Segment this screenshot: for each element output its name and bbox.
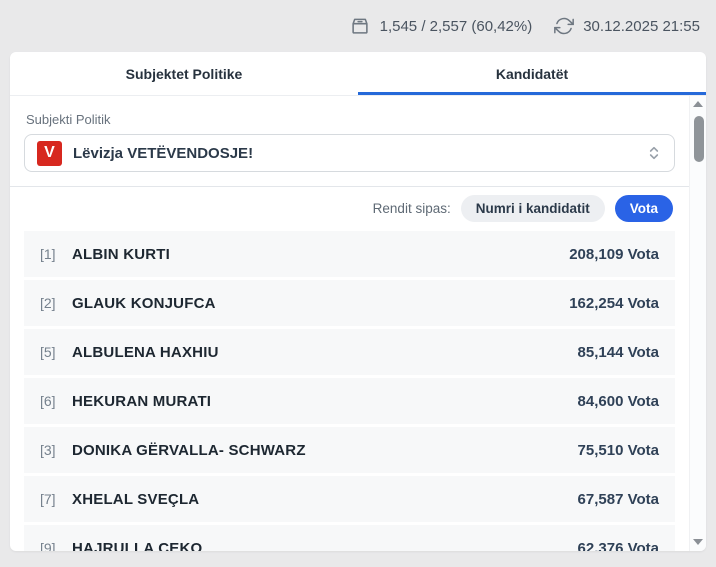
candidate-votes: 85,144 Vota: [577, 343, 659, 361]
candidate-number: [5]: [40, 344, 56, 360]
tab-content: Subjekti Politik V Lëvizja VETËVENDOSJE!…: [10, 96, 689, 551]
party-select-label: Subjekti Politik: [26, 112, 111, 127]
tab-kandidatet[interactable]: Kandidatët: [358, 52, 706, 95]
party-logo: V: [37, 140, 62, 166]
candidate-row: [9] HAJRULLA ÇEKO 62,376 Vota: [24, 525, 675, 551]
candidate-row: [7] XHELAL SVEÇLA 67,587 Vota: [24, 476, 675, 522]
candidate-number: [6]: [40, 393, 56, 409]
candidate-list: [1] ALBIN KURTI 208,109 Vota [2] GLAUK K…: [24, 231, 675, 551]
scroll-down-arrow-icon[interactable]: [693, 539, 703, 545]
chevron-up-down-icon: [646, 144, 662, 162]
scrollbar-track[interactable]: [690, 107, 706, 539]
candidate-row: [5] ALBULENA HAXHIU 85,144 Vota: [24, 329, 675, 375]
candidate-votes: 75,510 Vota: [577, 441, 659, 459]
divider: [10, 186, 689, 187]
candidate-name: XHELAL SVEÇLA: [72, 490, 200, 508]
ballot-box-icon: [349, 15, 371, 37]
vertical-scrollbar[interactable]: [689, 96, 706, 551]
candidate-number: [9]: [40, 540, 56, 551]
turnout-value: 1,545 / 2,557 (60,42%): [379, 17, 533, 35]
candidate-number: [2]: [40, 295, 56, 311]
sort-by-votes-button[interactable]: Vota: [614, 195, 673, 222]
candidate-name: HEKURAN MURATI: [72, 392, 212, 410]
party-select-value: Lëvizja VETËVENDOSJE!: [73, 144, 254, 162]
results-card: Subjektet Politike Kandidatët Subjekti P…: [10, 52, 706, 551]
scrollbar-thumb[interactable]: [693, 116, 704, 162]
candidate-votes: 62,376 Vota: [577, 539, 659, 552]
refresh-icon[interactable]: [554, 16, 575, 36]
candidate-name: GLAUK KONJUFCA: [72, 294, 216, 312]
candidate-row: [2] GLAUK KONJUFCA 162,254 Vota: [24, 280, 675, 326]
candidate-votes: 67,587 Vota: [577, 490, 659, 508]
turnout-stats: 1,545 / 2,557 (60,42%): [349, 15, 533, 37]
candidate-row: [3] DONIKA GËRVALLA- SCHWARZ 75,510 Vota: [24, 427, 675, 473]
updated-timestamp: 30.12.2025 21:55: [583, 17, 700, 35]
candidate-number: [1]: [40, 246, 56, 262]
tab-subjektet-politike[interactable]: Subjektet Politike: [125, 65, 243, 82]
scroll-up-arrow-icon[interactable]: [693, 101, 703, 107]
candidate-votes: 84,600 Vota: [577, 392, 659, 410]
candidate-number: [7]: [40, 491, 56, 507]
candidate-votes: 162,254 Vota: [569, 294, 659, 312]
candidate-row: [1] ALBIN KURTI 208,109 Vota: [24, 231, 675, 277]
last-updated: 30.12.2025 21:55: [554, 16, 700, 36]
candidate-name: DONIKA GËRVALLA- SCHWARZ: [72, 441, 306, 459]
top-status-bar: 1,545 / 2,557 (60,42%) 30.12.2025 21:55: [0, 0, 716, 52]
candidate-number: [3]: [40, 442, 56, 458]
sort-by-candidate-number-button[interactable]: Numri i kandidatit: [460, 195, 605, 222]
tab-bar: Subjektet Politike Kandidatët: [10, 52, 706, 96]
party-select[interactable]: V Lëvizja VETËVENDOSJE!: [24, 134, 675, 172]
candidate-name: ALBULENA HAXHIU: [72, 343, 219, 361]
candidate-votes: 208,109 Vota: [569, 245, 659, 263]
candidate-row: [6] HEKURAN MURATI 84,600 Vota: [24, 378, 675, 424]
sort-label: Rendit sipas:: [372, 201, 451, 216]
candidate-name: ALBIN KURTI: [72, 245, 171, 263]
candidate-name: HAJRULLA ÇEKO: [72, 539, 203, 552]
sort-controls: Rendit sipas: Numri i kandidatit Vota: [24, 187, 675, 231]
